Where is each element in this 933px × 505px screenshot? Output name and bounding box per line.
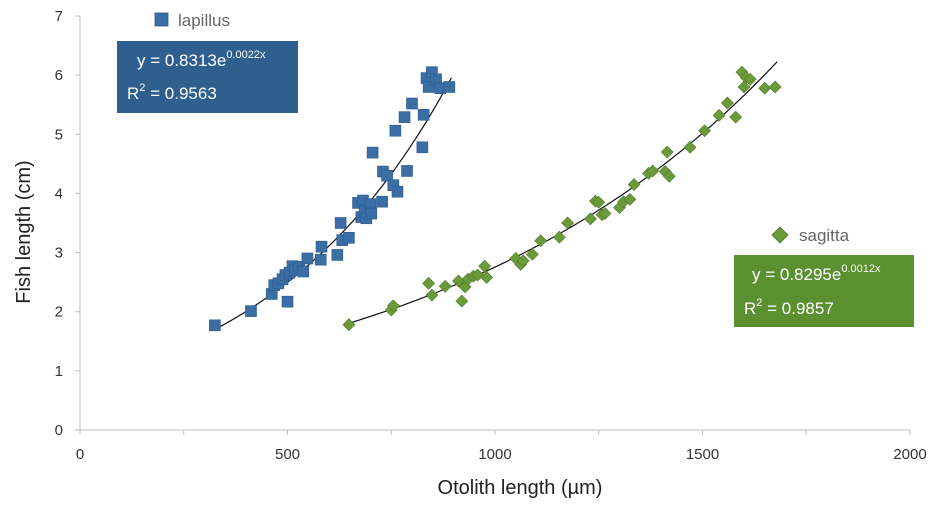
point-lapillus: [416, 141, 429, 154]
y-tick-label: 0: [55, 422, 63, 439]
x-tick-label: 1000: [478, 446, 511, 463]
point-sagitta: [561, 216, 575, 230]
point-sagitta: [627, 178, 641, 191]
equation-box-lapillus-bg: [117, 41, 298, 113]
point-sagitta: [584, 212, 597, 226]
point-sagitta: [516, 254, 530, 268]
r2-sagitta-value: = 0.9857: [762, 299, 833, 318]
point-lapillus: [315, 240, 328, 253]
legend-lapillus: lapillus: [154, 11, 230, 30]
point-lapillus: [365, 207, 378, 220]
point-lapillus: [301, 252, 314, 265]
point-lapillus: [381, 169, 393, 182]
x-ticks: 0 500 1000 1500 2000: [76, 430, 927, 463]
equation-lapillus-exponent: 0.0022x: [226, 49, 266, 61]
trendline-lapillus: [212, 77, 452, 332]
point-lapillus: [343, 231, 355, 244]
equation-sagitta-main: y = 0.8295e: [752, 265, 841, 284]
point-lapillus: [406, 97, 418, 110]
legend-lapillus-label: lapillus: [178, 11, 230, 30]
point-sagitta: [386, 299, 400, 313]
y-tick-label: 5: [55, 126, 63, 143]
point-lapillus: [314, 253, 327, 266]
y-tick-label: 4: [55, 185, 63, 202]
point-lapillus: [389, 124, 402, 137]
r2-lapillus-prefix: R: [127, 84, 139, 103]
point-sagitta: [737, 80, 751, 94]
r2-sagitta-prefix: R: [744, 299, 756, 318]
point-sagitta: [471, 268, 484, 282]
equation-sagitta: y = 0.8295e0.0012x: [752, 263, 881, 284]
point-lapillus: [331, 249, 344, 261]
r2-sagitta: R2 = 0.9857: [744, 297, 834, 318]
x-tick-label: 0: [76, 446, 84, 463]
point-sagitta: [598, 207, 612, 220]
axes: 0 500 1000 1500 2000 0 1 2 3 4 5 6 7: [55, 8, 927, 463]
y-axis-title: Fish length (cm): [13, 160, 35, 303]
r2-lapillus-value: = 0.9563: [145, 84, 216, 103]
r2-lapillus-sup: 2: [139, 82, 145, 94]
point-sagitta: [646, 164, 660, 178]
y-ticks: 0 1 2 3 4 5 6 7: [55, 8, 80, 439]
point-sagitta: [712, 108, 726, 122]
y-tick-label: 3: [55, 245, 63, 262]
point-sagitta: [534, 234, 548, 248]
point-sagitta: [480, 270, 494, 284]
equation-lapillus-main: y = 0.8313e: [137, 51, 226, 70]
point-lapillus: [417, 108, 430, 121]
point-sagitta: [438, 279, 452, 293]
point-sagitta: [478, 259, 492, 273]
x-tick-label: 1500: [686, 446, 719, 463]
equation-box-sagitta: y = 0.8295e0.0012x R2 = 0.9857: [734, 255, 914, 327]
legend-sagitta-label: sagitta: [799, 226, 850, 245]
point-lapillus: [443, 81, 456, 93]
x-tick-label: 500: [275, 446, 300, 463]
point-lapillus: [297, 265, 310, 278]
point-sagitta: [768, 80, 782, 94]
markers: [209, 65, 782, 332]
point-lapillus: [391, 185, 404, 198]
point-sagitta: [662, 169, 676, 183]
point-sagitta: [342, 318, 356, 332]
y-tick-label: 7: [55, 8, 63, 25]
point-lapillus: [281, 295, 294, 308]
y-tick-label: 2: [55, 304, 63, 321]
legend-sagitta: sagitta: [771, 226, 850, 245]
point-sagitta: [425, 288, 439, 302]
point-sagitta: [660, 145, 674, 159]
point-sagitta: [698, 124, 711, 138]
point-lapillus: [366, 146, 379, 159]
r2-sagitta-sup: 2: [756, 297, 762, 309]
point-sagitta: [720, 96, 734, 110]
point-sagitta: [623, 192, 637, 206]
point-lapillus: [209, 319, 221, 332]
r2-lapillus: R2 = 0.9563: [127, 82, 217, 103]
point-sagitta: [729, 110, 743, 124]
y-tick-label: 6: [55, 67, 63, 84]
point-lapillus: [401, 165, 413, 177]
point-sagitta: [455, 294, 469, 308]
y-tick-label: 1: [55, 363, 63, 380]
legend-sagitta-marker: [771, 226, 789, 244]
point-lapillus: [422, 81, 435, 93]
legend-lapillus-marker: [154, 12, 169, 27]
x-tick-label: 2000: [893, 446, 926, 463]
point-sagitta: [743, 72, 757, 86]
equation-sagitta-exponent: 0.0012x: [841, 263, 881, 275]
equation-box-sagitta-bg: [734, 255, 914, 327]
point-lapillus: [245, 305, 257, 317]
point-sagitta: [758, 81, 772, 95]
point-sagitta: [422, 276, 436, 290]
point-sagitta: [525, 247, 539, 261]
equation-lapillus: y = 0.8313e0.0022x: [137, 49, 266, 70]
equation-box-lapillus: y = 0.8313e0.0022x R2 = 0.9563: [117, 41, 298, 113]
point-sagitta: [592, 195, 606, 209]
point-sagitta: [552, 230, 566, 244]
point-sagitta: [683, 140, 697, 154]
point-lapillus: [376, 195, 388, 208]
x-axis-title: Otolith length (µm): [438, 477, 603, 499]
point-lapillus: [334, 217, 347, 229]
point-lapillus: [398, 111, 411, 123]
